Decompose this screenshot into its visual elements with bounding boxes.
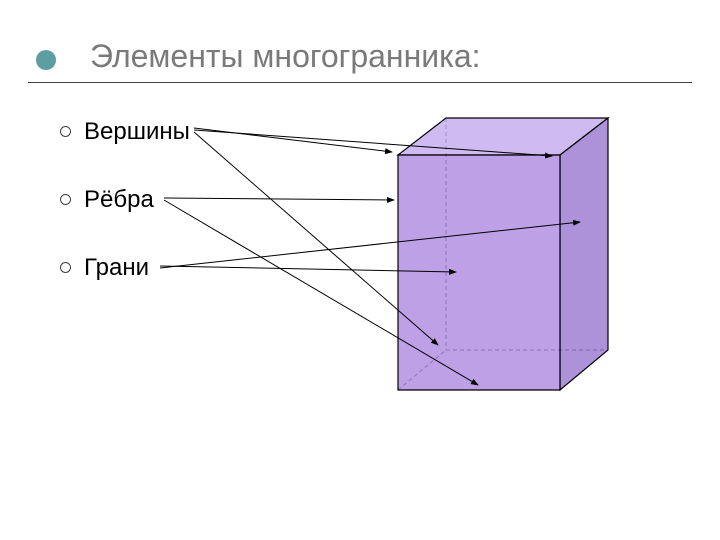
- arrow-vertices: [194, 128, 392, 152]
- diagram-svg: [0, 0, 720, 540]
- slide: Элементы многогранника: ВершиныРёбраГран…: [0, 0, 720, 540]
- prism-shape: [398, 118, 608, 390]
- arrow-edges: [164, 198, 394, 200]
